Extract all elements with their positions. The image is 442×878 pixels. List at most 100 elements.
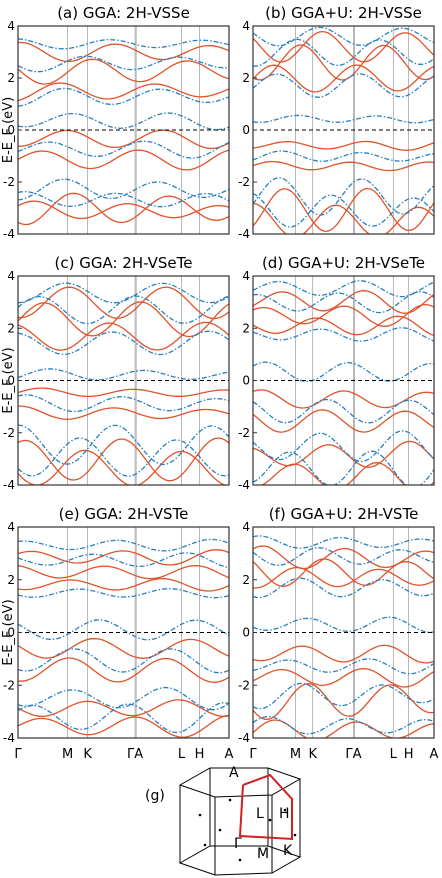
y-tick-label: 4 <box>7 19 15 33</box>
bz-point-label: M <box>257 846 269 862</box>
spin-up-band <box>18 301 229 338</box>
x-tick-label: L <box>390 747 398 762</box>
panel-b: (b) GGA+U: 2H-VSSe -4 -2 0 2 4 <box>238 4 435 241</box>
spin-down-band <box>18 368 229 381</box>
panel-f: (f) GGA+U: 2H-VSTe -4 -2 0 2 4 Γ M K ΓA L H A <box>238 505 439 762</box>
spin-down-band <box>18 282 229 304</box>
spin-up-band <box>18 129 229 150</box>
spin-up-band <box>18 565 229 580</box>
y-axis-label: E-E_F (eV) <box>1 347 16 413</box>
spin-up-band <box>18 714 229 738</box>
spin-down-band <box>253 682 434 710</box>
spin-down-band <box>18 140 229 159</box>
spin-down-band <box>253 327 434 342</box>
band-lines <box>18 527 229 738</box>
bz-point <box>283 808 287 812</box>
spin-up-band <box>253 140 434 151</box>
spin-down-band <box>253 38 434 67</box>
bz-point <box>238 858 242 862</box>
panel-title: (d) GGA+U: 2H-VSeTe <box>262 254 425 272</box>
y-tick-label: 2 <box>7 573 15 587</box>
panel-title: (b) GGA+U: 2H-VSSe <box>265 4 422 22</box>
bz-point <box>198 813 202 817</box>
spin-down-band <box>18 112 229 131</box>
y-tick-label: 0 <box>7 374 15 388</box>
x-tick-label: ΓA <box>345 747 361 762</box>
spin-up-band <box>18 58 229 85</box>
spin-up-band <box>253 644 434 664</box>
spin-up-band <box>18 321 229 351</box>
panel-e: (e) GGA: 2H-VSTe -4 -2 0 2 4 E-E_F (eV) Γ M K ΓA L H… <box>1 505 234 762</box>
y-tick-label: 4 <box>242 19 250 33</box>
y-tick-label: 4 <box>242 520 250 534</box>
y-tick-label: 4 <box>7 269 15 283</box>
bz-point <box>218 828 222 832</box>
spin-up-band <box>260 462 434 485</box>
spin-down-band <box>18 619 229 641</box>
spin-up-band <box>18 449 227 485</box>
spin-down-band <box>18 552 229 569</box>
spin-down-band <box>253 577 434 599</box>
bz-point-label: A <box>229 765 239 781</box>
spin-up-band <box>18 387 229 398</box>
spin-up-band <box>253 187 434 233</box>
y-tick-label: -4 <box>238 478 250 492</box>
spin-up-band <box>253 683 434 720</box>
x-tick-label: Γ <box>249 747 257 762</box>
spin-up-band <box>253 315 434 337</box>
spin-down-band <box>18 330 229 356</box>
band-lines <box>18 26 229 234</box>
panel-title: (c) GGA: 2H-VSeTe <box>55 254 193 272</box>
bz-point <box>203 843 207 847</box>
band-lines <box>253 527 434 738</box>
x-tick-label: K <box>83 747 92 762</box>
bz-kpath <box>238 773 293 841</box>
y-tick-label: 2 <box>242 321 250 335</box>
spin-up-band <box>253 303 434 327</box>
y-tick-label: -2 <box>238 426 250 440</box>
x-tick-label: A <box>430 747 439 762</box>
spin-up-band <box>253 202 434 234</box>
spin-up-band <box>253 44 434 81</box>
spin-up-band <box>253 64 434 93</box>
panel-d: (d) GGA+U: 2H-VSeTe -4 -2 0 2 4 <box>238 254 435 492</box>
y-tick-label: -4 <box>3 478 15 492</box>
spin-down-band <box>253 114 434 124</box>
x-tick-label: K <box>308 747 317 762</box>
x-tick-label: M <box>290 747 301 762</box>
spin-down-band <box>253 616 434 633</box>
y-tick-label: -2 <box>3 426 15 440</box>
spin-up-band <box>253 440 434 468</box>
bz-point <box>293 833 297 837</box>
bz-point-label: Γ <box>234 836 242 852</box>
spin-up-band <box>18 405 229 420</box>
spin-down-band <box>18 702 229 734</box>
spin-down-band <box>253 150 434 162</box>
spin-up-band <box>253 719 434 738</box>
spin-up-band <box>18 200 229 220</box>
panel-title: (f) GGA+U: 2H-VSTe <box>269 505 419 523</box>
spin-down-band <box>253 715 434 735</box>
spin-down-band <box>253 430 434 463</box>
y-tick-label: 0 <box>7 123 15 137</box>
y-tick-label: -2 <box>238 678 250 692</box>
spin-down-band <box>18 588 229 599</box>
y-tick-label: 0 <box>242 626 250 640</box>
brillouin-zone: (g) A L H ΓM K <box>145 765 302 876</box>
spin-down-band <box>18 394 229 413</box>
y-axis-label: E-E_F (eV) <box>1 599 16 665</box>
band-lines <box>18 276 229 485</box>
spin-down-band <box>253 192 434 228</box>
y-tick-label: -4 <box>238 731 250 745</box>
spin-down-band <box>253 398 434 424</box>
y-tick-label: 2 <box>7 71 15 85</box>
panel-a: (a) GGA: 2H-VSSe -4 -2 0 2 4 E-E_F (eV) <box>1 4 230 241</box>
y-tick-label: 2 <box>242 71 250 85</box>
spin-down-band <box>253 26 434 47</box>
spin-down-band <box>18 38 229 50</box>
spin-down-band <box>18 295 229 325</box>
spin-up-band <box>18 192 229 226</box>
band-lines <box>253 276 434 485</box>
spin-down-band <box>253 658 434 675</box>
